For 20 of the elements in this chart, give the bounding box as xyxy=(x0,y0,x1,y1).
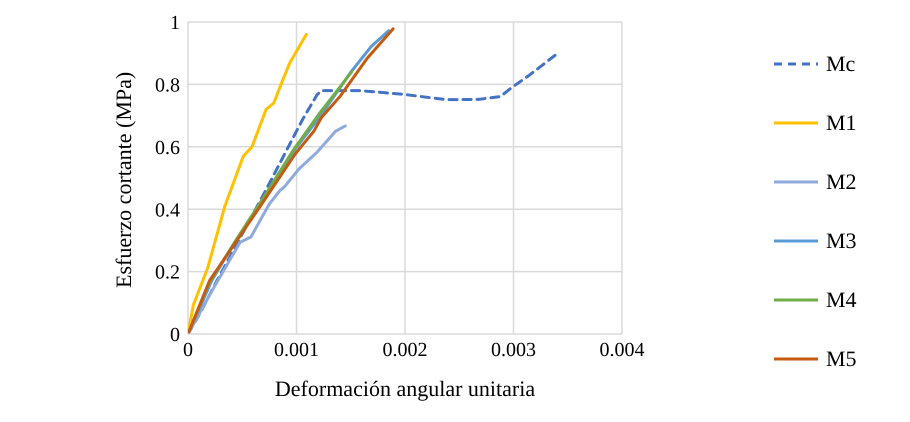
x-tick-label: 0.001 xyxy=(274,339,319,362)
legend-label: Mc xyxy=(826,50,856,76)
y-tick-label: 0.6 xyxy=(155,136,180,159)
x-tick-label: 0.004 xyxy=(600,339,644,362)
legend-label: M3 xyxy=(826,228,857,254)
y-tick-label: 0.4 xyxy=(155,199,180,222)
line-series xyxy=(188,124,347,334)
x-tick-label: 0.003 xyxy=(491,339,536,362)
y-tick-label: 0 xyxy=(170,324,180,346)
x-axis-title: Deformación angular unitaria xyxy=(274,376,536,401)
y-axis-title: Esfuerzo cortante (MPa) xyxy=(110,72,136,288)
legend-label: M5 xyxy=(826,346,857,372)
line-series xyxy=(188,53,558,334)
y-tick-label: 0.2 xyxy=(155,262,180,284)
legend-label: M4 xyxy=(826,286,857,312)
legend-label: M2 xyxy=(826,168,857,194)
y-tick-label: 0.8 xyxy=(155,74,180,96)
y-tick-label: 1 xyxy=(170,12,180,34)
x-tick-label: 0.002 xyxy=(382,339,428,362)
legend-label: M1 xyxy=(826,110,857,136)
